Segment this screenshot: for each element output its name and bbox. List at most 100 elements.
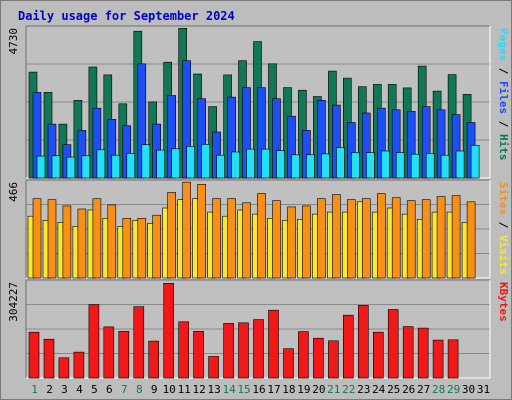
bar-kbytes-day-27 [417,327,429,379]
bar-kbytes-day-8 [133,306,145,379]
bar-kbytes-day-28 [432,339,444,379]
bar-pages-day-12 [201,144,210,179]
bar-kbytes-day-13 [208,356,219,379]
axis-label-part: / [497,215,510,235]
bar-kbytes-day-11 [178,321,189,379]
bar-pages-day-3 [66,156,76,179]
bar-sites-day-22 [346,199,356,279]
bar-sites-day-19 [302,205,311,279]
bar-pages-day-15 [246,148,255,179]
bar-sites-day-6 [107,204,117,279]
bar-kbytes-day-2 [43,338,55,379]
bar-sites-day-24 [376,193,386,279]
day-label-20: 20 [312,383,325,396]
bar-kbytes-day-24 [372,331,384,379]
bar-kbytes-day-4 [73,351,85,379]
bar-kbytes-day-25 [387,309,399,379]
panel-visits-sites: 466 Sites / Visits [7,179,510,279]
bar-pages-day-22 [350,152,360,179]
bar-kbytes-day-22 [342,314,354,379]
bar-kbytes-day-29 [447,339,459,379]
day-label-6: 6 [106,383,113,396]
bar-sites-day-9 [152,214,161,279]
bar-sites-day-16 [257,193,266,279]
day-label-18: 18 [282,383,295,396]
bar-sites-day-10 [167,192,176,279]
bar-pages-day-13 [216,154,225,179]
day-label-26: 26 [402,383,415,396]
bar-pages-day-21 [336,147,345,179]
bar-sites-day-3 [62,205,72,279]
bar-pages-day-8 [141,144,151,179]
bar-sites-day-7 [122,218,132,279]
bar-kbytes-day-18 [283,348,294,379]
day-label-2: 2 [46,383,53,396]
bar-pages-day-29 [455,150,465,179]
day-label-16: 16 [252,383,265,396]
bar-sites-day-26 [406,200,416,279]
bar-pages-day-4 [81,155,91,179]
bar-kbytes-day-20 [313,337,324,379]
day-label-10: 10 [163,383,176,396]
chart-title: Daily usage for September 2024 [18,9,235,23]
day-label-13: 13 [207,383,220,396]
day-label-30: 30 [462,383,475,396]
day-label-8: 8 [136,383,143,396]
axis-label-part: KBytes [497,282,510,322]
bar-kbytes-day-5 [88,304,100,379]
axis-label-part: Files [497,81,510,114]
day-label-5: 5 [91,383,98,396]
axis-label-part: Sites [497,182,510,215]
bar-pages-day-2 [51,155,61,179]
day-label-11: 11 [178,383,191,396]
day-label-1: 1 [31,383,38,396]
bar-sites-day-8 [137,218,147,279]
y-max-label: 466 [7,182,20,202]
bar-pages-day-20 [321,153,330,179]
series-axis-label: Sites / Visits [497,182,510,275]
bar-pages-day-10 [171,148,180,179]
y-max-label: 304227 [7,282,20,322]
bar-sites-day-29 [451,195,461,279]
bar-kbytes-day-9 [148,340,159,379]
day-label-24: 24 [372,383,386,396]
x-axis-day-labels: 1 2 3 4 5 6 7 8 9 10 11 12 13 14 15 16 17 18 19 20 21 22 23 24 2… [31,383,490,396]
day-label-23: 23 [357,383,370,396]
bar-sites-day-12 [197,184,206,279]
bar-sites-day-28 [436,196,446,279]
bar-pages-day-14 [231,151,240,179]
bar-sites-day-1 [32,198,42,279]
day-label-4: 4 [76,383,83,396]
day-label-19: 19 [297,383,310,396]
bar-pages-day-17 [276,150,285,179]
bar-sites-day-5 [92,198,102,279]
day-label-9: 9 [151,383,158,396]
bar-pages-day-23 [365,152,375,179]
bar-pages-day-16 [261,148,270,179]
bar-sites-day-14 [227,198,236,279]
bar-kbytes-day-7 [118,330,130,379]
bar-sites-day-17 [272,200,281,279]
bar-pages-day-9 [156,149,165,179]
bar-sites-day-27 [421,199,431,279]
panel-hits-files-pages: 4730 Pages / Files / Hits [7,25,510,179]
bar-kbytes-day-14 [223,323,234,379]
series-axis-label: KBytes [497,282,510,322]
y-max-label: 4730 [7,28,20,55]
bar-pages-day-1 [36,155,46,179]
bar-kbytes-day-19 [298,331,309,379]
bar-kbytes-day-12 [193,330,204,379]
bar-sites-day-11 [182,181,191,279]
axis-label-part: Hits [497,134,510,161]
bar-pages-day-28 [440,154,450,179]
bar-pages-day-11 [186,146,195,179]
bar-kbytes-day-15 [238,322,249,379]
bar-sites-day-21 [332,194,341,279]
axis-label-part: Pages [497,28,510,61]
bar-pages-day-7 [126,153,136,179]
bar-kbytes-day-1 [28,331,40,379]
bar-pages-day-24 [380,150,390,179]
day-label-3: 3 [61,383,68,396]
bar-kbytes-day-23 [357,305,369,379]
bar-sites-day-20 [317,198,326,279]
